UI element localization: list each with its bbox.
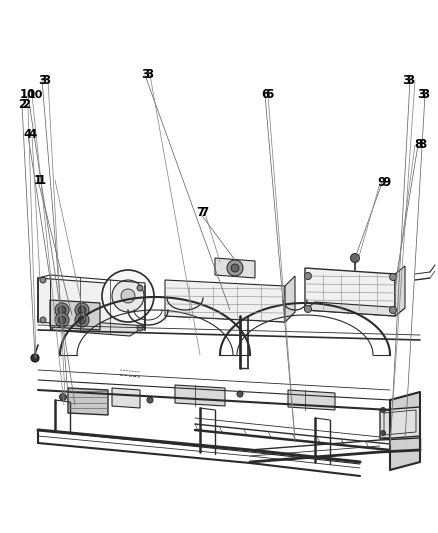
Text: 8: 8: [414, 139, 422, 151]
Text: 3: 3: [402, 74, 410, 86]
Circle shape: [102, 270, 154, 322]
Polygon shape: [165, 280, 285, 322]
Circle shape: [78, 316, 86, 324]
Text: 9: 9: [378, 176, 386, 190]
Polygon shape: [215, 258, 255, 278]
Text: 10: 10: [20, 88, 36, 101]
Circle shape: [58, 306, 66, 314]
Text: 7: 7: [200, 206, 208, 220]
Text: 8: 8: [418, 139, 426, 151]
Polygon shape: [380, 407, 420, 439]
Circle shape: [75, 303, 89, 317]
Circle shape: [227, 260, 243, 276]
Text: 3: 3: [145, 69, 153, 82]
Text: 1: 1: [38, 174, 46, 187]
Polygon shape: [390, 392, 420, 470]
Text: 1: 1: [34, 174, 42, 187]
Polygon shape: [175, 385, 225, 406]
Text: 6: 6: [261, 88, 269, 101]
Polygon shape: [305, 302, 405, 316]
Circle shape: [137, 285, 143, 291]
Circle shape: [237, 391, 243, 397]
Circle shape: [31, 354, 39, 362]
Circle shape: [389, 273, 396, 280]
Polygon shape: [285, 276, 295, 322]
Circle shape: [231, 264, 239, 272]
Circle shape: [304, 305, 311, 312]
Polygon shape: [112, 388, 140, 408]
Circle shape: [40, 277, 46, 283]
Text: 3: 3: [406, 74, 414, 86]
Circle shape: [350, 254, 360, 262]
Text: 3: 3: [417, 88, 425, 101]
Text: 3: 3: [141, 69, 149, 82]
Circle shape: [78, 306, 86, 314]
Text: 2: 2: [18, 99, 26, 111]
Text: 3: 3: [42, 74, 50, 86]
Circle shape: [55, 313, 69, 327]
Circle shape: [112, 280, 144, 312]
Polygon shape: [38, 278, 145, 330]
Circle shape: [304, 272, 311, 279]
Circle shape: [58, 316, 66, 324]
Circle shape: [121, 289, 135, 303]
Circle shape: [381, 431, 385, 435]
Text: 7: 7: [196, 206, 204, 220]
Circle shape: [75, 313, 89, 327]
Text: 9: 9: [382, 176, 390, 190]
Circle shape: [40, 317, 46, 323]
Circle shape: [55, 303, 69, 317]
Text: 6: 6: [265, 88, 273, 101]
Polygon shape: [288, 390, 335, 410]
Circle shape: [137, 325, 143, 331]
Text: 4: 4: [28, 128, 36, 141]
Circle shape: [381, 408, 385, 413]
Polygon shape: [305, 268, 395, 316]
Polygon shape: [50, 300, 100, 330]
Circle shape: [147, 397, 153, 403]
Text: 2: 2: [22, 99, 30, 111]
Circle shape: [389, 306, 396, 313]
Polygon shape: [395, 266, 405, 316]
Polygon shape: [50, 320, 145, 336]
Text: 3: 3: [421, 88, 429, 101]
Polygon shape: [68, 388, 108, 415]
Text: 4: 4: [24, 128, 32, 141]
Polygon shape: [165, 306, 295, 322]
Text: 10: 10: [28, 90, 43, 100]
Circle shape: [60, 393, 67, 400]
Text: 3: 3: [38, 74, 46, 86]
